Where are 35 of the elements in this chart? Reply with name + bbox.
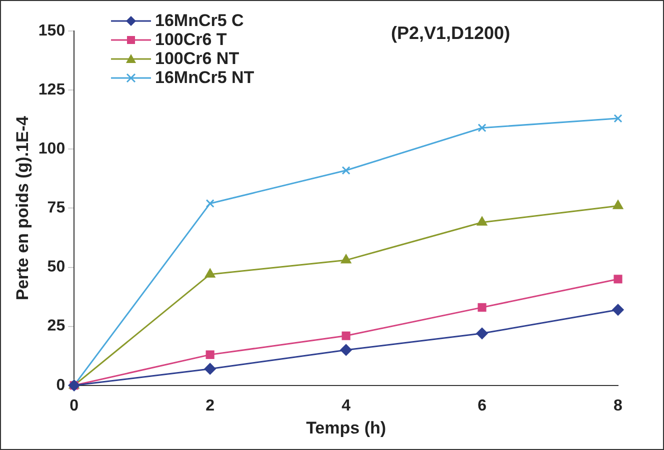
point xyxy=(478,303,486,312)
point xyxy=(476,328,488,340)
x-tick-label: 0 xyxy=(70,397,79,414)
point xyxy=(612,200,624,210)
x-tick-label: 4 xyxy=(342,397,351,414)
legend-label: 100Cr6 T xyxy=(155,30,227,49)
y-axis-title: Perte en poids (g).1E-4 xyxy=(12,116,32,300)
legend-label: 16MnCr5 NT xyxy=(155,68,254,87)
y-tick-label: 100 xyxy=(38,140,66,158)
point xyxy=(614,274,622,284)
legend-label: 16MnCr5 C xyxy=(155,11,244,30)
point xyxy=(340,344,352,356)
x-tick-label: 2 xyxy=(206,397,215,414)
y-tick-label: 150 xyxy=(38,22,66,40)
point xyxy=(614,114,622,123)
point xyxy=(206,199,214,208)
point xyxy=(478,124,486,132)
point xyxy=(206,350,214,359)
x-tick-label: 8 xyxy=(614,397,623,414)
y-tick-label: 125 xyxy=(38,81,66,98)
x-axis-title: Temps (h) xyxy=(306,418,386,438)
point xyxy=(342,332,350,340)
point xyxy=(340,254,352,264)
point xyxy=(204,363,216,375)
point xyxy=(342,166,350,175)
annotation: (P2,V1,D1200) xyxy=(391,23,510,44)
y-tick-label: 75 xyxy=(47,200,66,217)
x-tick-label: 6 xyxy=(478,397,487,414)
y-tick-label: 0 xyxy=(56,376,66,394)
y-tick-label: 25 xyxy=(47,318,66,335)
point xyxy=(204,268,216,278)
legend-label: 100Cr6 NT xyxy=(155,49,240,68)
point xyxy=(476,216,488,226)
point xyxy=(612,304,624,316)
y-tick-label: 50 xyxy=(47,258,66,276)
